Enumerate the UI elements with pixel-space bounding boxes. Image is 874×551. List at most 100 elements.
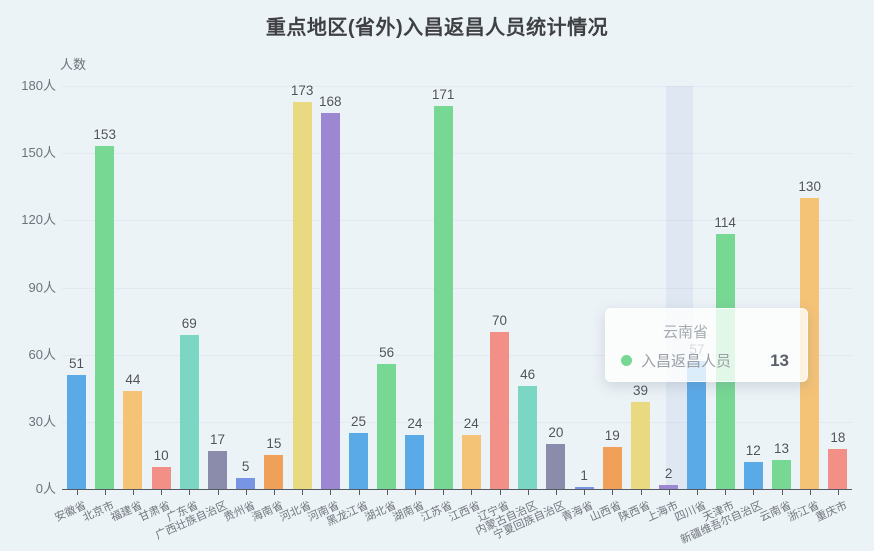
y-axis-tick-label: 30人 [28, 414, 56, 429]
x-axis-tick [302, 490, 303, 495]
x-axis-tick [612, 490, 613, 495]
bar[interactable] [659, 484, 679, 489]
bar-value-label: 15 [266, 436, 282, 452]
bar-value-label: 19 [604, 427, 620, 443]
bar[interactable] [461, 435, 481, 489]
x-axis-tick [669, 490, 670, 495]
x-axis-tick [161, 490, 162, 495]
bar-value-label: 130 [798, 178, 821, 194]
y-axis-tick-label: 60人 [28, 347, 56, 362]
x-axis-tick [500, 490, 501, 495]
bar-value-label: 44 [125, 371, 141, 387]
x-axis-tick [725, 490, 726, 495]
tooltip-series-label: 入昌返昌人员 [641, 353, 732, 370]
bar-value-label: 46 [520, 367, 536, 382]
bar[interactable] [95, 146, 115, 489]
bar[interactable] [405, 435, 425, 489]
bar[interactable] [546, 444, 566, 489]
bar[interactable] [67, 374, 86, 489]
bar-value-label: 2 [664, 465, 673, 481]
bar[interactable] [518, 386, 538, 489]
bar-value-label: 18 [830, 429, 846, 445]
x-axis-tick [838, 490, 839, 495]
bar-value-label: 153 [93, 127, 116, 143]
x-axis-tick [274, 490, 275, 495]
gridline [62, 153, 852, 154]
bar-value-label: 24 [463, 416, 479, 432]
gridline [62, 220, 852, 221]
bar[interactable] [828, 448, 848, 489]
x-axis-tick [77, 490, 78, 495]
x-axis-tick [556, 490, 557, 495]
bar-value-label: 39 [632, 382, 649, 398]
bar-value-label: 5 [241, 458, 250, 474]
bar[interactable] [292, 101, 312, 489]
x-axis-tick [810, 490, 811, 495]
chart-title: 重点地区(省外)入昌返昌人员统计情况 [265, 17, 609, 39]
bar-value-label: 13 [773, 440, 790, 456]
bar[interactable] [772, 459, 791, 489]
x-axis-tick [443, 490, 444, 495]
bar[interactable] [631, 401, 650, 489]
bar[interactable] [687, 361, 707, 489]
y-axis-tick-label: 0人 [35, 481, 56, 496]
bar-value-label: 173 [290, 82, 314, 98]
bar-value-label: 171 [431, 87, 455, 103]
x-axis-tick [584, 490, 585, 495]
bar-value-label: 20 [548, 425, 564, 441]
bar[interactable] [377, 363, 397, 489]
gridline [62, 86, 852, 87]
y-axis-tick-label: 90人 [28, 280, 56, 295]
bar[interactable] [433, 106, 453, 489]
gridline [62, 288, 852, 289]
bar[interactable] [123, 390, 143, 489]
bar-value-label: 70 [491, 313, 508, 329]
bar-value-label: 17 [209, 431, 226, 447]
bar[interactable] [320, 112, 340, 489]
bar[interactable] [349, 433, 368, 489]
bar[interactable] [743, 462, 763, 489]
bar[interactable] [800, 197, 820, 489]
bar-value-label: 25 [350, 414, 367, 429]
x-axis-tick [246, 490, 247, 495]
x-axis-tick [782, 490, 783, 495]
bar-value-label: 24 [407, 416, 423, 432]
x-axis-tick [753, 490, 754, 495]
x-axis-tick [218, 490, 219, 495]
x-axis-tick [641, 490, 642, 495]
x-axis-tick [105, 490, 106, 495]
x-axis-tick [471, 490, 472, 495]
y-axis-tick-label: 120人 [21, 212, 56, 227]
bar-value-label: 114 [714, 214, 736, 230]
x-axis-tick [359, 490, 360, 495]
bar-value-label: 168 [319, 93, 342, 109]
bar-value-label: 51 [68, 355, 85, 371]
x-axis-label: 重庆市 [813, 499, 850, 525]
bar[interactable] [574, 486, 594, 489]
y-axis-tick-label: 180人 [21, 78, 56, 93]
bar-value-label: 69 [181, 315, 197, 331]
x-axis-tick [528, 490, 529, 495]
bar[interactable] [264, 455, 284, 489]
bar[interactable] [490, 332, 509, 489]
x-axis-tick [189, 490, 190, 495]
series-marker-dot [621, 355, 632, 366]
x-axis-tick [330, 490, 331, 495]
bar[interactable] [151, 466, 171, 489]
y-axis-title: 人数 [59, 57, 86, 72]
tooltip-value: 13 [770, 350, 789, 370]
bar[interactable] [602, 446, 622, 489]
bar-value-label: 12 [745, 443, 761, 459]
x-axis-tick [415, 490, 416, 495]
tooltip: 云南省 入昌返昌人员 13 [605, 308, 808, 382]
bar[interactable] [208, 450, 227, 489]
x-axis-line [62, 489, 852, 490]
x-axis-tick [133, 490, 134, 495]
x-axis-tick [387, 490, 388, 495]
gridline [62, 422, 852, 423]
bar[interactable] [236, 477, 256, 489]
bar[interactable] [179, 334, 199, 489]
tooltip-title: 云南省 [662, 324, 708, 341]
